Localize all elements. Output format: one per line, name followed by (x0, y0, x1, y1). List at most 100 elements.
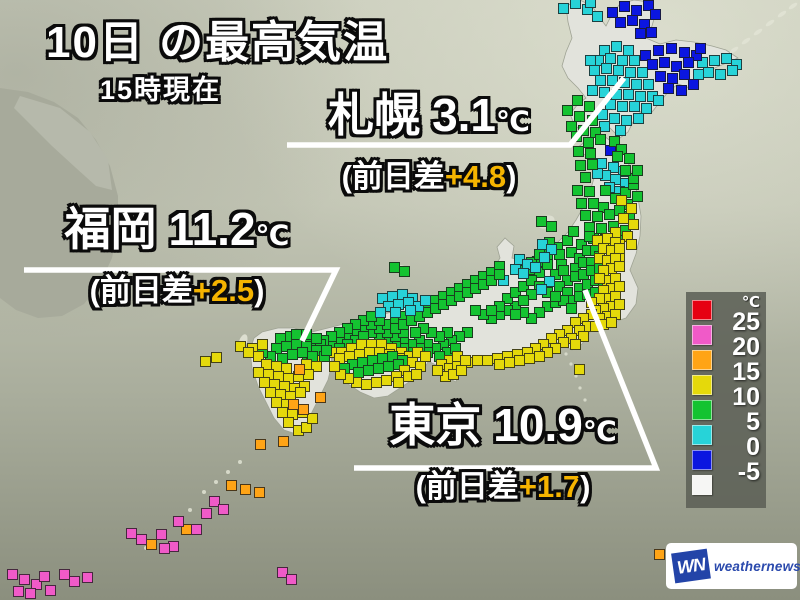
station-dot (626, 203, 637, 214)
city-name: 東京 (389, 399, 482, 451)
station-dot (596, 223, 607, 234)
station-dot (200, 356, 211, 367)
legend-swatch (692, 400, 712, 420)
station-dot (676, 85, 687, 96)
station-dot (295, 387, 306, 398)
station-dot (592, 11, 603, 22)
station-dot (25, 588, 36, 599)
station-dot (126, 528, 137, 539)
station-dot (575, 160, 586, 171)
tokyo-diff-line: (前日差+1.7) (350, 461, 656, 506)
station-dot (598, 202, 609, 213)
station-dot (562, 235, 573, 246)
station-dot (599, 121, 610, 132)
station-dot (587, 85, 598, 96)
station-dot (271, 343, 282, 354)
legend-swatch (692, 375, 712, 395)
station-dot (156, 529, 167, 540)
station-dot (589, 65, 600, 76)
station-dot (627, 15, 638, 26)
station-dot (311, 333, 322, 344)
station-dot (518, 295, 529, 306)
station-dot (576, 198, 587, 209)
fukuoka-diff-line: (前日差+2.5) (12, 265, 342, 310)
callout-tokyo: 東京 10.9℃ (前日差+1.7) (350, 399, 656, 506)
station-dot (695, 43, 706, 54)
station-dot (59, 569, 70, 580)
station-dot (568, 226, 579, 237)
station-dot (283, 417, 294, 428)
station-dot (697, 57, 708, 68)
station-dot (536, 284, 547, 295)
station-dot (7, 569, 18, 580)
legend-swatch (692, 325, 712, 345)
station-dot (570, 339, 581, 350)
weathernews-logo: WN weathernews (666, 543, 800, 589)
station-dot (584, 101, 595, 112)
station-dot (13, 586, 24, 597)
station-dot (420, 295, 431, 306)
temp-unit: ℃ (582, 416, 617, 447)
station-dot (631, 79, 642, 90)
station-dot (619, 1, 630, 12)
station-dot (632, 165, 643, 176)
station-dot (277, 567, 288, 578)
station-dot (587, 159, 598, 170)
station-dot (494, 359, 505, 370)
station-dot (715, 69, 726, 80)
station-dot (615, 17, 626, 28)
legend-tick: 15 (732, 358, 760, 386)
temp-unit: ℃ (496, 106, 530, 137)
station-dot (576, 239, 587, 250)
station-dot (572, 185, 583, 196)
station-dot (583, 137, 594, 148)
station-dot (611, 41, 622, 52)
diff-value: +4.8 (444, 158, 507, 194)
station-dot (136, 534, 147, 545)
station-dot (653, 95, 664, 106)
station-dot (526, 313, 537, 324)
station-dot (626, 239, 637, 250)
station-dot (580, 172, 591, 183)
time-subtitle: 15時現在 (100, 75, 222, 105)
legend-swatch (692, 450, 712, 470)
station-dot (655, 71, 666, 82)
station-dot (640, 50, 651, 61)
legend-tick: -5 (737, 458, 760, 486)
diff-value: +1.7 (518, 468, 581, 504)
station-dot (614, 261, 625, 272)
station-dot (632, 191, 643, 202)
station-dot (612, 151, 623, 162)
station-dot (637, 67, 648, 78)
station-dot (201, 508, 212, 519)
station-dot (486, 275, 497, 286)
fukuoka-temp-line: 福岡 11.2℃ (12, 203, 342, 256)
station-dot (546, 244, 557, 255)
station-dot (600, 185, 611, 196)
sapporo-leader-line (287, 76, 627, 148)
sapporo-temp-line: 札幌 3.1℃ (286, 89, 572, 142)
station-dot (599, 45, 610, 56)
station-dot (653, 45, 664, 56)
legend-tick: 0 (746, 433, 760, 461)
station-dot (629, 55, 640, 66)
station-dot (460, 355, 471, 366)
station-dot (625, 67, 636, 78)
station-dot (315, 392, 326, 403)
weathernews-wordmark: weathernews (714, 559, 800, 574)
diff-value: +2.5 (192, 272, 255, 308)
station-dot (621, 115, 632, 126)
station-dot (19, 574, 30, 585)
legend-swatch (692, 475, 712, 495)
station-dot (620, 165, 631, 176)
station-dot (311, 361, 322, 372)
legend-tick: 5 (746, 408, 760, 436)
station-dot (641, 103, 652, 114)
city-name: 札幌 (328, 89, 421, 141)
station-dot (609, 113, 620, 124)
station-dot (294, 364, 305, 375)
station-dot (572, 95, 583, 106)
temp-unit: ℃ (255, 220, 290, 251)
station-dot (31, 579, 42, 590)
